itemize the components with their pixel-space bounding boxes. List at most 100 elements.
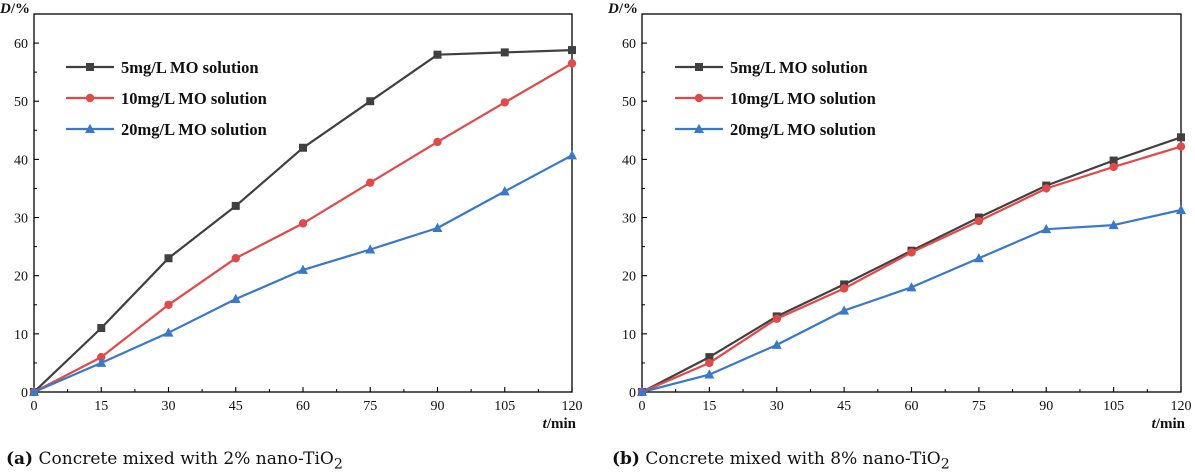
legend-marker: [694, 123, 704, 133]
x-tick-label: 15: [702, 399, 716, 414]
data-point: [1109, 162, 1118, 172]
panel-label-a: (a): [6, 449, 34, 469]
x-tick-label: 105: [494, 399, 515, 414]
legend-marker: [694, 93, 704, 103]
x-tick-label: 45: [229, 399, 243, 414]
x-tick-label: 30: [162, 399, 176, 414]
series-3: [637, 204, 1186, 396]
y-tick-label: 0: [21, 386, 28, 401]
legend-label: 10mg/L MO solution: [730, 89, 876, 108]
y-tick-label: 50: [622, 95, 636, 110]
data-point: [97, 352, 106, 362]
x-tick-label: 45: [837, 399, 851, 414]
data-point: [973, 253, 984, 263]
plot-frame: [641, 13, 1182, 393]
data-point: [1042, 184, 1051, 193]
y-tick-label: 60: [622, 37, 636, 52]
data-point: [298, 219, 308, 228]
series-2: [29, 59, 577, 397]
x-tick-label: 0: [639, 399, 646, 414]
data-point: [1176, 142, 1186, 151]
y-tick-label: 10: [14, 328, 28, 343]
data-point: [637, 386, 647, 396]
x-tick-label: 120: [1171, 399, 1192, 414]
caption-text-b: Concrete mixed with 8% nano-TiO: [645, 449, 941, 469]
data-point: [772, 314, 781, 323]
data-point: [230, 293, 241, 303]
plot-frame: [33, 13, 573, 393]
y-tick-label: 20: [14, 270, 28, 285]
data-point: [366, 178, 375, 187]
legend-marker: [695, 63, 703, 71]
data-point: [839, 305, 850, 315]
legend-label: 20mg/L MO solution: [730, 120, 876, 139]
legend-marker: [86, 63, 94, 71]
series-2: [637, 142, 1186, 397]
caption-sub-b: 2: [940, 456, 950, 473]
x-tick-label: 90: [1039, 399, 1053, 414]
x-axis-label: t/min: [543, 416, 577, 432]
data-point: [433, 50, 442, 59]
data-point: [906, 282, 917, 292]
data-point: [568, 46, 576, 55]
data-point: [839, 284, 849, 293]
data-point: [231, 254, 240, 263]
series-line: [641, 208, 1182, 394]
series-line: [33, 62, 573, 393]
data-point: [29, 386, 39, 396]
y-tick-label: 50: [14, 95, 28, 110]
data-point: [704, 369, 715, 379]
x-tick-label: 60: [905, 399, 919, 414]
legend-label: 5mg/L MO solution: [730, 58, 868, 77]
data-point: [164, 254, 173, 263]
data-point: [907, 248, 916, 257]
data-point: [96, 357, 107, 367]
y-tick-label: 40: [14, 153, 28, 168]
data-point: [500, 48, 509, 57]
legend-marker: [85, 123, 95, 133]
data-point: [705, 358, 714, 368]
caption-b: (b) Concrete mixed with 8% nano-TiO2: [612, 449, 950, 472]
y-tick-label: 30: [14, 212, 28, 227]
data-point: [97, 324, 106, 333]
y-tick-label: 60: [14, 37, 28, 52]
x-tick-label: 90: [431, 399, 445, 414]
x-axis-label: t/min: [1152, 416, 1186, 432]
data-point: [1177, 133, 1185, 142]
data-point: [231, 201, 240, 210]
x-tick-label: 75: [972, 399, 986, 414]
data-point: [164, 300, 173, 309]
panel-label-b: (b): [612, 449, 640, 469]
data-point: [974, 216, 984, 226]
y-tick-label: 10: [622, 328, 636, 343]
y-tick-label: 30: [622, 212, 636, 227]
data-point: [299, 143, 307, 152]
x-tick-label: 75: [363, 399, 377, 414]
x-tick-label: 0: [31, 399, 38, 414]
y-tick-label: 0: [629, 386, 636, 401]
chart-panel-b: 0 10 20 30 40 50 60 0 15 30 45 60 75 90 105 120 D/% t/min…: [607, 1, 1192, 432]
data-point: [432, 222, 443, 233]
data-point: [1108, 219, 1119, 230]
x-tick-label: 30: [770, 399, 784, 414]
legend-marker: [85, 93, 95, 103]
data-point: [567, 150, 577, 160]
data-point: [567, 59, 577, 68]
data-point: [433, 137, 442, 147]
data-point: [705, 353, 714, 362]
data-point: [1176, 204, 1186, 214]
y-tick-label: 20: [622, 270, 636, 285]
y-tick-label: 40: [622, 153, 636, 168]
data-point: [771, 339, 782, 349]
data-point: [366, 97, 375, 106]
series-3: [29, 150, 577, 396]
caption-a: (a) Concrete mixed with 2% nano-TiO2: [6, 449, 343, 472]
data-point: [163, 327, 174, 337]
x-tick-label: 120: [562, 399, 583, 414]
x-tick-label: 15: [94, 399, 108, 414]
y-axis-label: D/%: [607, 1, 638, 17]
x-tick-label: 105: [1103, 399, 1124, 414]
data-point: [500, 98, 509, 107]
legend-label: 5mg/L MO solution: [121, 58, 259, 77]
